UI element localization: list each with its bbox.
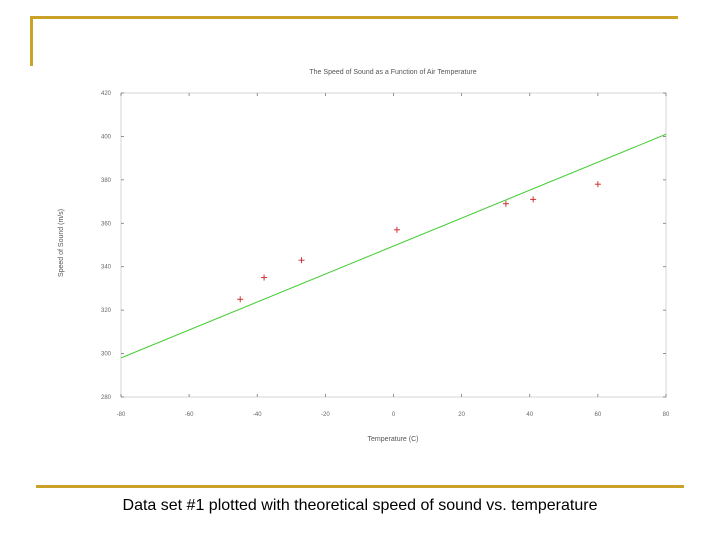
x-tick-label: 40 (526, 412, 533, 418)
data-point (261, 274, 268, 281)
data-point (298, 257, 305, 264)
plot-frame (120, 92, 667, 398)
y-tick-label: 320 (101, 308, 112, 314)
x-tick-label: -60 (185, 412, 194, 418)
x-tick-label: -80 (117, 412, 126, 418)
y-tick-label: 280 (101, 395, 112, 401)
speed-of-sound-chart: The Speed of Sound as a Function of Air … (58, 69, 670, 443)
y-tick-label: 380 (101, 178, 112, 184)
x-tick-label: -20 (321, 412, 330, 418)
x-tick-label: 60 (595, 412, 602, 418)
y-tick-label: 300 (101, 352, 112, 358)
x-tick-label: 0 (392, 412, 396, 418)
data-point (502, 200, 509, 207)
marks-layer (120, 133, 667, 359)
left-accent-rule (30, 16, 33, 66)
y-tick-label: 400 (101, 134, 112, 140)
data-point (594, 181, 601, 188)
y-tick-label: 360 (101, 221, 112, 227)
data-point (530, 196, 537, 203)
chart-title: The Speed of Sound as a Function of Air … (309, 69, 476, 76)
top-accent-rule (30, 16, 678, 19)
x-tick-label: -40 (253, 412, 262, 418)
theoretical-line (120, 133, 667, 359)
axes-layer: -80 -60 -40 -20 0 20 40 60 80 280 300 320 340 360 380 4… (101, 91, 670, 418)
data-point (393, 226, 400, 233)
x-tick-label: 20 (458, 412, 465, 418)
y-axis-label: Speed of Sound (m/s) (58, 209, 65, 277)
y-tick-label: 420 (101, 91, 112, 97)
x-tick-label: 80 (663, 412, 670, 418)
slide-caption: Data set #1 plotted with theoretical spe… (122, 497, 598, 514)
bottom-accent-rule (36, 485, 684, 488)
x-axis-label: Temperature (C) (368, 436, 419, 443)
y-tick-label: 340 (101, 265, 112, 271)
data-point (237, 296, 244, 303)
